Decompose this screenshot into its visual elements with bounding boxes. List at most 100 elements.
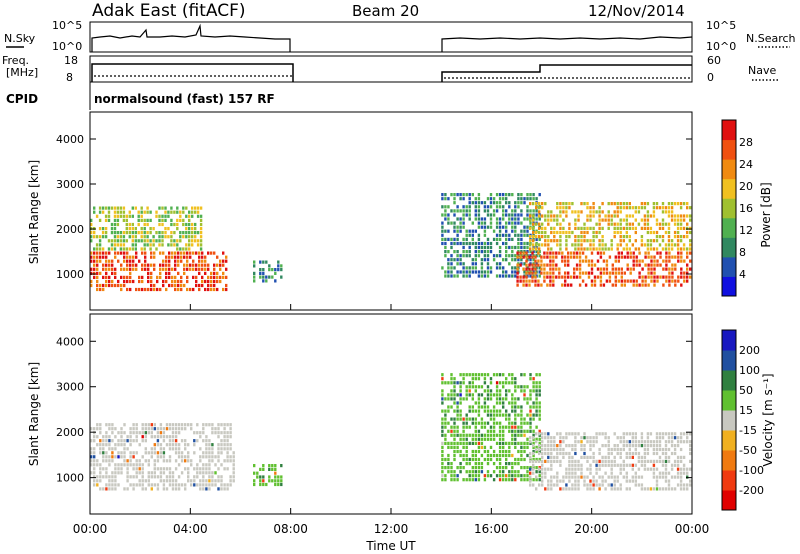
velocity-echo-cell xyxy=(655,444,659,448)
power-echo-cell xyxy=(165,263,168,267)
velocity-echo-cell xyxy=(637,467,641,471)
power-echo-cell xyxy=(474,213,477,217)
power-echo-cell xyxy=(671,255,674,259)
power-echo-cell xyxy=(188,218,191,222)
power-echo-cell xyxy=(162,251,165,255)
velocity-echo-cell xyxy=(480,453,484,458)
velocity-echo-cell xyxy=(517,413,520,417)
velocity-echo-cell xyxy=(526,441,529,445)
power-echo-cell xyxy=(486,197,490,201)
power-echo-cell xyxy=(665,267,668,271)
power-echo-cell xyxy=(644,251,647,255)
power-echo-cell xyxy=(613,202,616,206)
velocity-xtick-label: 00:00 xyxy=(73,522,108,536)
power-echo-cell xyxy=(604,243,607,247)
power-echo-cell xyxy=(128,235,131,239)
power-echo-cell xyxy=(617,259,620,263)
power-echo-cell xyxy=(90,283,93,288)
power-echo-cell xyxy=(662,275,665,279)
power-echo-cell xyxy=(101,247,105,251)
power-echo-cell xyxy=(549,275,552,279)
power-echo-cell xyxy=(114,251,117,255)
power-echo-cell xyxy=(474,209,477,213)
power-echo-cell xyxy=(581,279,585,283)
power-echo-cell xyxy=(174,283,177,288)
power-echo-cell xyxy=(143,239,146,243)
power-echo-cell xyxy=(176,222,179,227)
velocity-echo-cell xyxy=(655,479,659,483)
velocity-echo-cell xyxy=(686,436,689,440)
velocity-echo-cell xyxy=(535,447,538,452)
velocity-echo-cell xyxy=(667,483,671,487)
power-echo-cell xyxy=(213,275,216,279)
power-echo-cell xyxy=(670,243,674,247)
velocity-echo-cell xyxy=(450,381,453,385)
velocity-echo-cell xyxy=(689,444,692,448)
velocity-echo-cell xyxy=(574,451,577,456)
velocity-echo-cell xyxy=(616,436,619,440)
velocity-echo-cell xyxy=(547,455,550,459)
velocity-echo-cell xyxy=(199,487,202,491)
velocity-echo-cell xyxy=(117,471,120,475)
velocity-echo-cell xyxy=(541,444,544,448)
velocity-echo-cell xyxy=(634,483,637,487)
velocity-echo-cell xyxy=(622,467,625,471)
velocity-echo-cell xyxy=(102,455,105,459)
velocity-echo-cell xyxy=(474,389,477,393)
power-echo-cell xyxy=(204,287,207,292)
power-echo-cell xyxy=(514,225,517,229)
power-echo-cell xyxy=(610,214,613,218)
velocity-echo-cell xyxy=(138,459,141,463)
power-echo-cell xyxy=(216,279,219,284)
velocity-echo-cell xyxy=(214,479,217,483)
velocity-echo-cell xyxy=(670,436,674,440)
velocity-echo-cell xyxy=(508,389,511,393)
velocity-echo-cell xyxy=(598,432,601,436)
power-echo-cell xyxy=(541,202,544,206)
velocity-echo-cell xyxy=(640,444,644,448)
velocity-echo-cell xyxy=(505,409,508,413)
power-echo-cell xyxy=(93,235,96,239)
power-echo-cell xyxy=(567,255,570,259)
velocity-echo-cell xyxy=(550,463,553,467)
power-echo-cell xyxy=(608,255,612,259)
velocity-echo-cell xyxy=(480,417,484,421)
power-echo-cell xyxy=(668,271,671,275)
power-echo-cell xyxy=(93,210,96,214)
velocity-echo-cell xyxy=(568,475,571,479)
power-echo-cell xyxy=(495,262,499,266)
power-echo-cell xyxy=(502,217,505,221)
power-echo-cell xyxy=(649,230,653,235)
velocity-echo-cell xyxy=(583,451,586,456)
power-echo-cell xyxy=(492,201,496,205)
power-echo-cell xyxy=(192,251,195,255)
velocity-echo-cell xyxy=(441,478,444,482)
velocity-echo-cell xyxy=(108,463,111,467)
power-echo-cell xyxy=(468,217,471,221)
power-echo-cell xyxy=(474,229,477,233)
power-echo-cell xyxy=(174,255,177,259)
power-echo-cell xyxy=(538,247,541,251)
velocity-echo-cell xyxy=(535,413,538,417)
power-echo-cell xyxy=(562,226,565,230)
power-echo-cell xyxy=(662,267,665,271)
velocity-echo-cell xyxy=(114,435,117,439)
power-echo-cell xyxy=(134,247,137,251)
velocity-echo-cell xyxy=(526,453,529,458)
velocity-echo-cell xyxy=(580,455,583,459)
power-echo-cell xyxy=(641,275,644,279)
velocity-echo-cell xyxy=(220,483,223,487)
power-echo-cell xyxy=(532,235,535,239)
power-echo-cell xyxy=(474,197,477,201)
power-echo-cell xyxy=(544,218,547,222)
velocity-echo-cell xyxy=(664,432,668,436)
power-echo-cell xyxy=(495,209,499,213)
velocity-echo-cell xyxy=(613,447,616,452)
velocity-echo-cell xyxy=(99,451,102,455)
power-echo-cell xyxy=(462,193,465,197)
power-echo-cell xyxy=(474,254,477,258)
velocity-echo-cell xyxy=(102,439,105,443)
